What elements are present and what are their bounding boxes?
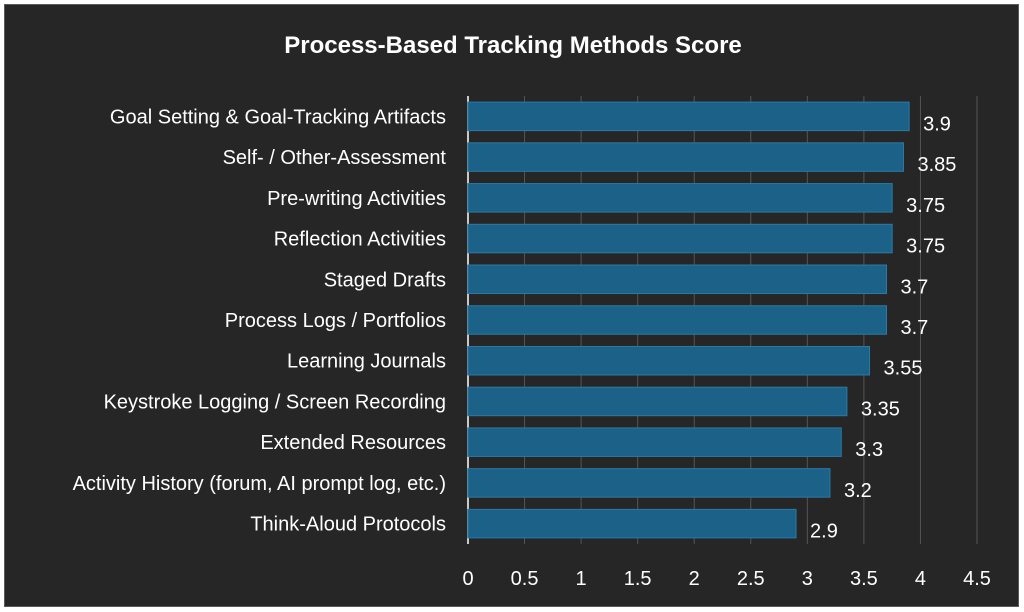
x-tick-label: 2.5 [737, 568, 765, 590]
data-label: 3.7 [901, 317, 929, 339]
bars [467, 101, 910, 539]
bar [467, 386, 848, 417]
category-label: Self- / Other-Assessment [223, 147, 447, 169]
bar [467, 142, 904, 172]
x-tick-label: 1.5 [624, 568, 652, 590]
bar [467, 427, 842, 457]
chart-title: Process-Based Tracking Methods Score [284, 32, 742, 59]
bar [467, 468, 831, 498]
category-label: Reflection Activities [274, 229, 446, 251]
data-label: 3.75 [906, 236, 945, 258]
x-tick-label: 4.5 [963, 568, 991, 590]
data-label: 3.2 [844, 480, 872, 502]
data-label: 3.35 [861, 398, 900, 420]
category-label: Process Logs / Portfolios [225, 310, 446, 332]
data-label: 2.9 [810, 521, 838, 543]
x-tick-label: 3 [802, 568, 813, 590]
data-label: 3.55 [884, 358, 923, 380]
x-tick-label: 2 [689, 568, 700, 590]
category-label: Think-Aloud Protocols [250, 514, 446, 536]
x-tick-label: 1 [576, 568, 587, 590]
bar [467, 305, 888, 335]
labels: 0 0.5 1 1.5 2 2.5 3 3.5 4 4.5 Goal Setting & Goal-… [73, 106, 991, 590]
x-tick-label: 3.5 [850, 568, 878, 590]
category-label: Staged Drafts [324, 269, 446, 291]
bar [467, 264, 888, 295]
category-label: Pre-writing Activities [267, 188, 446, 210]
data-label: 3.7 [901, 276, 929, 298]
x-tick-label: 4 [915, 568, 926, 590]
x-tick-label: 0 [462, 568, 473, 590]
bar [467, 183, 893, 213]
category-label: Activity History (forum, AI prompt log, … [73, 473, 446, 495]
data-label: 3.85 [917, 154, 956, 176]
data-label: 3.75 [906, 195, 945, 217]
bar-chart: Process-Based Tracking Methods Score 0 0.… [73, 32, 991, 590]
category-label: Extended Resources [260, 432, 446, 454]
category-label: Learning Journals [287, 351, 446, 373]
bar [467, 508, 797, 539]
category-label: Keystroke Logging / Screen Recording [104, 391, 446, 413]
chart-frame: Process-Based Tracking Methods Score 0 0.… [4, 4, 1019, 607]
x-tick-label: 0.5 [511, 568, 539, 590]
bar [467, 101, 910, 132]
data-label: 3.9 [923, 113, 951, 135]
bar [467, 223, 893, 254]
data-label: 3.3 [855, 439, 883, 461]
bar [467, 345, 871, 376]
category-label: Goal Setting & Goal-Tracking Artifacts [110, 106, 446, 128]
